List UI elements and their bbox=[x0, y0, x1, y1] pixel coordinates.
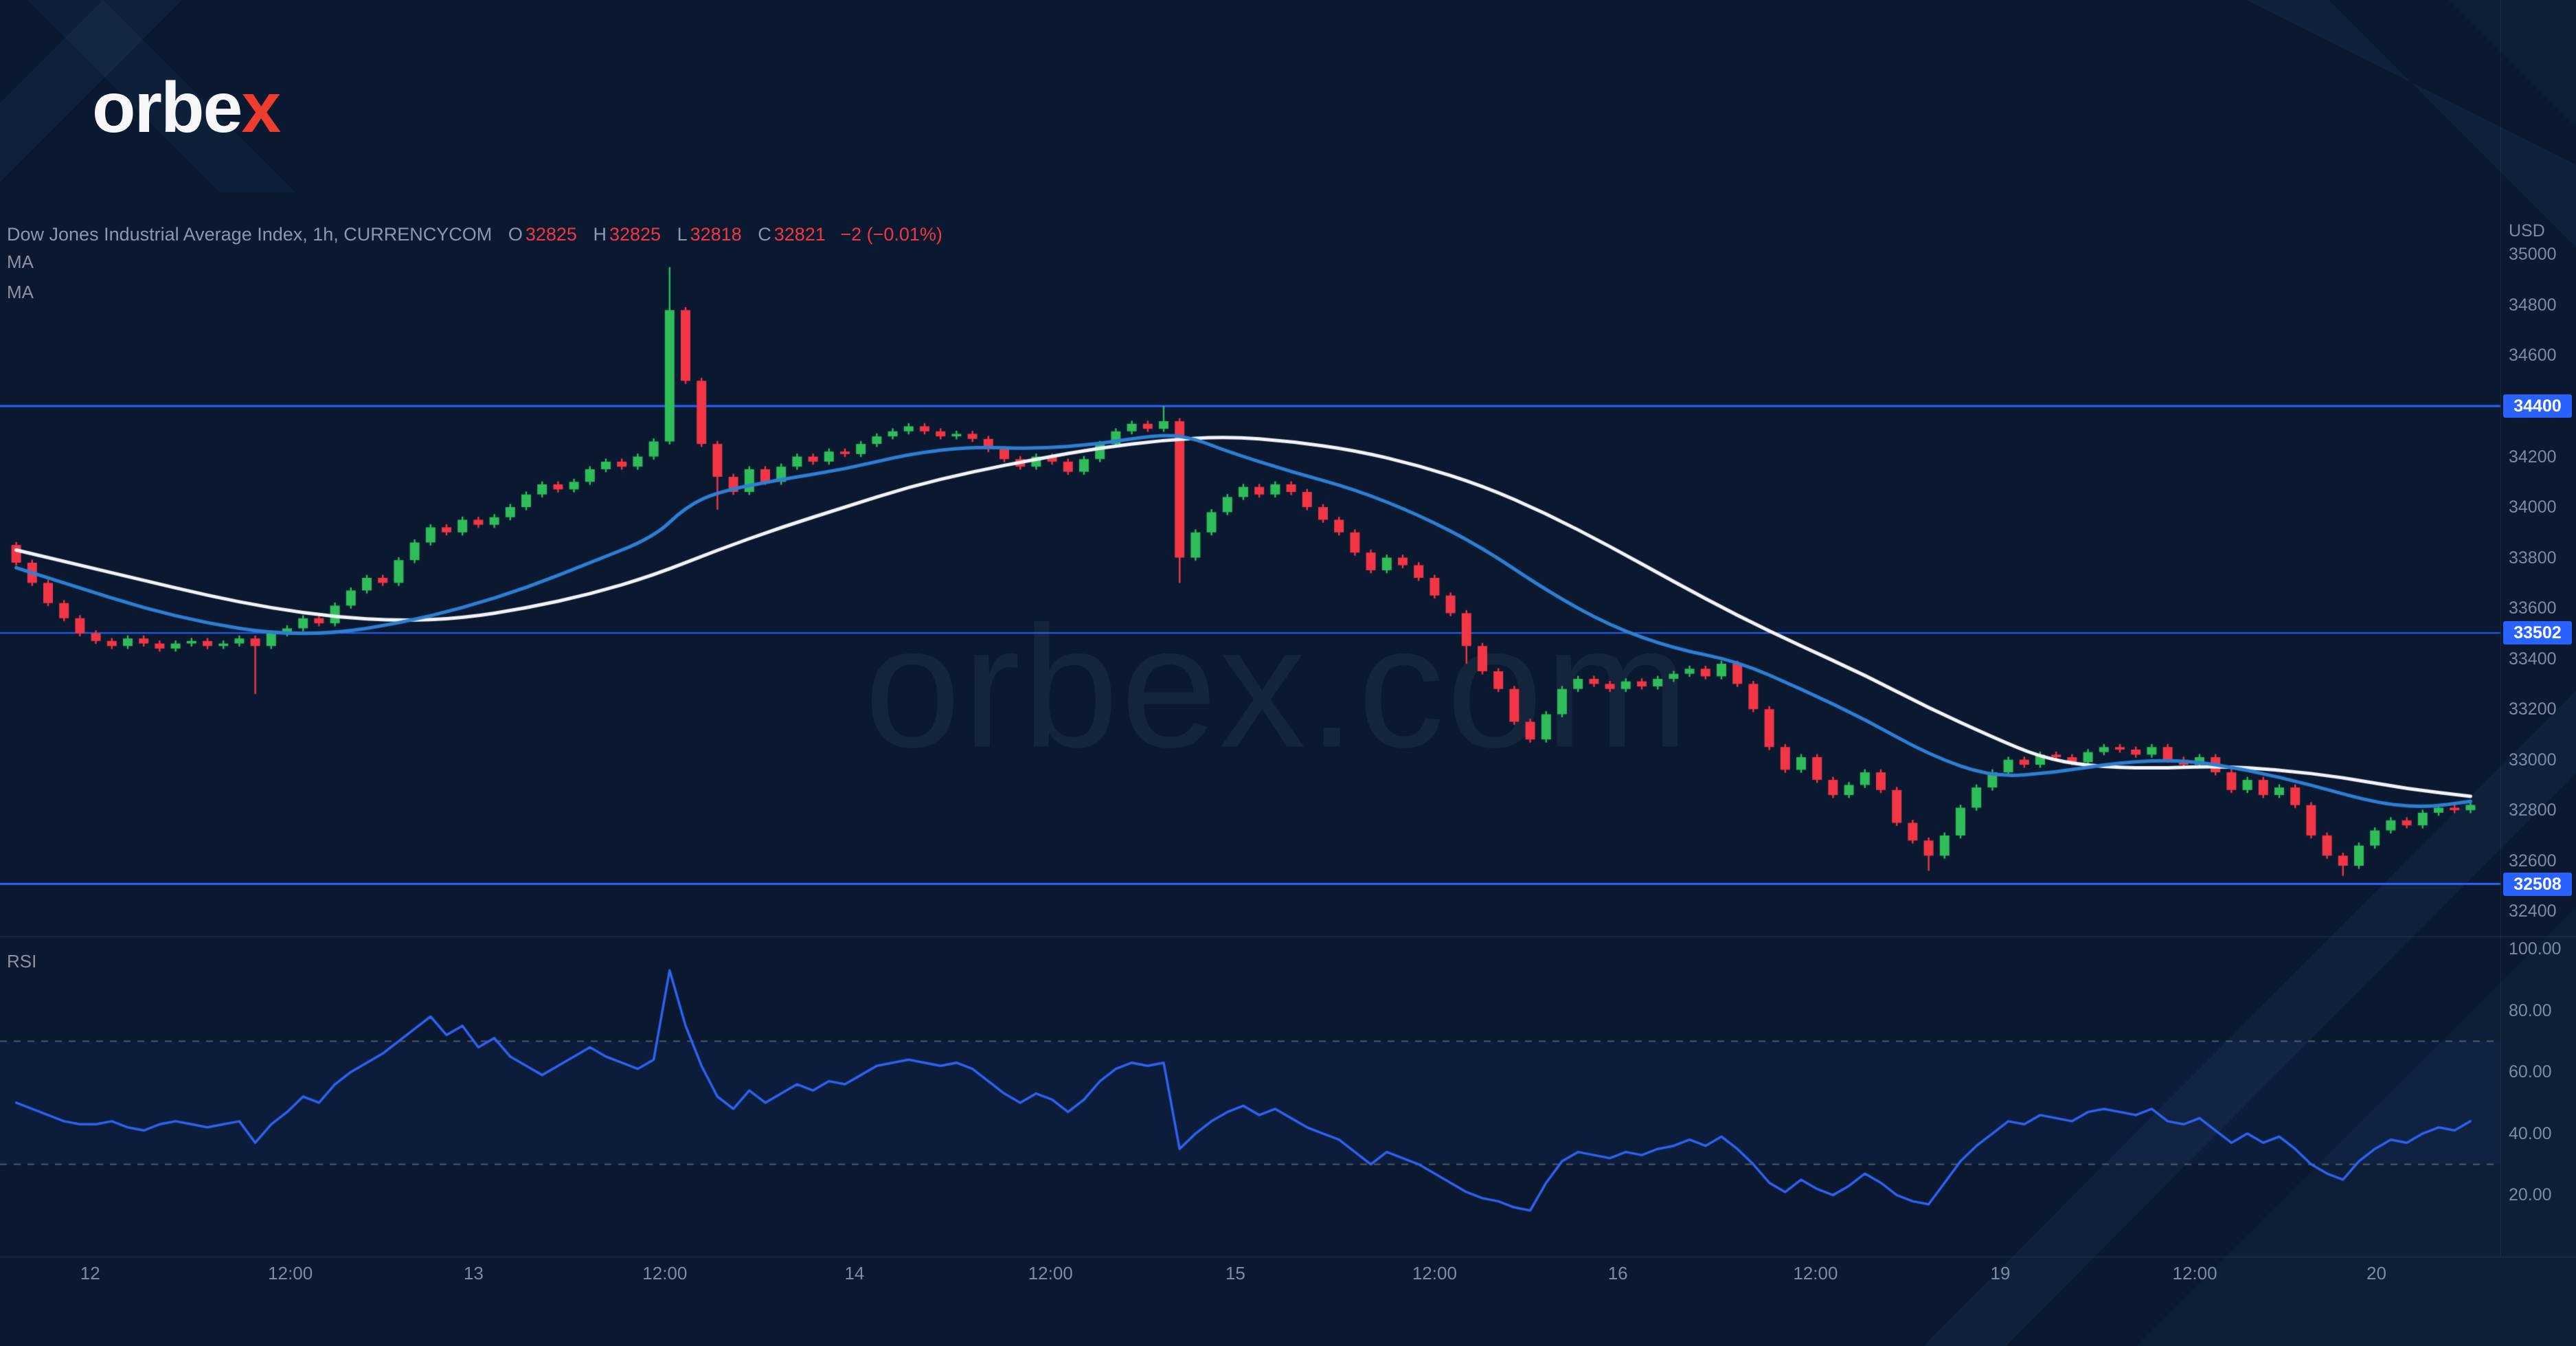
time-axis-label: 15 bbox=[1225, 1263, 1245, 1283]
price-axis-tick: 33400 bbox=[2509, 649, 2557, 669]
time-axis-label: 12:00 bbox=[268, 1263, 313, 1283]
price-axis[interactable]: USD 35000 34800 34600 34400 34200 34000 33800 3… bbox=[2500, 0, 2576, 1346]
price-axis-tick: 33200 bbox=[2509, 699, 2557, 719]
price-axis-tick: 34800 bbox=[2509, 295, 2557, 315]
time-axis-label: 19 bbox=[1990, 1263, 2011, 1283]
price-axis-tick: 33800 bbox=[2509, 548, 2557, 568]
ma-indicator-label-2[interactable]: MA bbox=[7, 282, 34, 302]
ohlc-high-label: H bbox=[593, 224, 607, 245]
currency-label: USD bbox=[2509, 221, 2545, 240]
change-value: −2 (−0.01%) bbox=[840, 224, 942, 245]
price-level-badge: 32508 bbox=[2503, 872, 2572, 896]
time-axis-label: 12 bbox=[80, 1263, 100, 1283]
time-axis-label: 12:00 bbox=[642, 1263, 688, 1283]
rsi-indicator-label[interactable]: RSI bbox=[7, 951, 37, 972]
price-axis-separator bbox=[2500, 0, 2501, 1257]
price-axis-tick: 35000 bbox=[2509, 245, 2557, 265]
pane-separator[interactable] bbox=[0, 936, 2576, 937]
price-axis-tick: 34600 bbox=[2509, 346, 2557, 366]
time-axis-label: 12:00 bbox=[1412, 1263, 1457, 1283]
time-axis-label: 12:00 bbox=[1028, 1263, 1073, 1283]
ma-indicator-label-1[interactable]: MA bbox=[7, 251, 34, 272]
time-axis-label: 14 bbox=[844, 1263, 865, 1283]
price-axis-tick: 33600 bbox=[2509, 598, 2557, 618]
price-axis-tick: 32400 bbox=[2509, 901, 2557, 921]
rsi-axis-tick: 20.00 bbox=[2509, 1185, 2552, 1205]
ohlc-open-value: 32825 bbox=[525, 224, 577, 245]
price-axis-tick: 32800 bbox=[2509, 800, 2557, 820]
time-axis-label: 13 bbox=[463, 1263, 484, 1283]
time-axis-label: 16 bbox=[1607, 1263, 1628, 1283]
logo-accent: x bbox=[241, 68, 281, 148]
symbol-title[interactable]: Dow Jones Industrial Average Index, 1h, … bbox=[7, 224, 493, 245]
ohlc-close-value: 32821 bbox=[773, 224, 826, 245]
logo-text: orbe bbox=[92, 68, 242, 148]
ohlc-high-value: 32825 bbox=[609, 224, 662, 245]
ohlc-open-label: O bbox=[508, 224, 523, 245]
ohlc-low-value: 32818 bbox=[690, 224, 742, 245]
rsi-axis-tick: 60.00 bbox=[2509, 1062, 2552, 1082]
orbex-logo: orbex bbox=[92, 67, 281, 149]
time-axis[interactable]: 12 12:00 13 12:00 14 12:00 15 12:00 16 12:00 19 12:… bbox=[0, 1257, 2576, 1346]
time-axis-label: 12:00 bbox=[1793, 1263, 1838, 1283]
price-axis-tick: 33000 bbox=[2509, 750, 2557, 770]
price-axis-tick: 34200 bbox=[2509, 447, 2557, 467]
rsi-axis-tick: 80.00 bbox=[2509, 1000, 2552, 1020]
chart-legend: Dow Jones Industrial Average Index, 1h, … bbox=[7, 224, 942, 245]
rsi-axis-tick: 100.00 bbox=[2509, 939, 2562, 958]
time-axis-label: 12:00 bbox=[2172, 1263, 2217, 1283]
time-axis-label: 20 bbox=[2366, 1263, 2386, 1283]
ohlc-low-label: L bbox=[677, 224, 688, 245]
rsi-axis-tick: 40.00 bbox=[2509, 1123, 2552, 1143]
price-level-badge: 33502 bbox=[2503, 621, 2572, 645]
price-axis-tick: 32600 bbox=[2509, 851, 2557, 871]
price-axis-tick: 34000 bbox=[2509, 497, 2557, 517]
price-level-badge: 34400 bbox=[2503, 394, 2572, 418]
ohlc-close-label: C bbox=[758, 224, 771, 245]
